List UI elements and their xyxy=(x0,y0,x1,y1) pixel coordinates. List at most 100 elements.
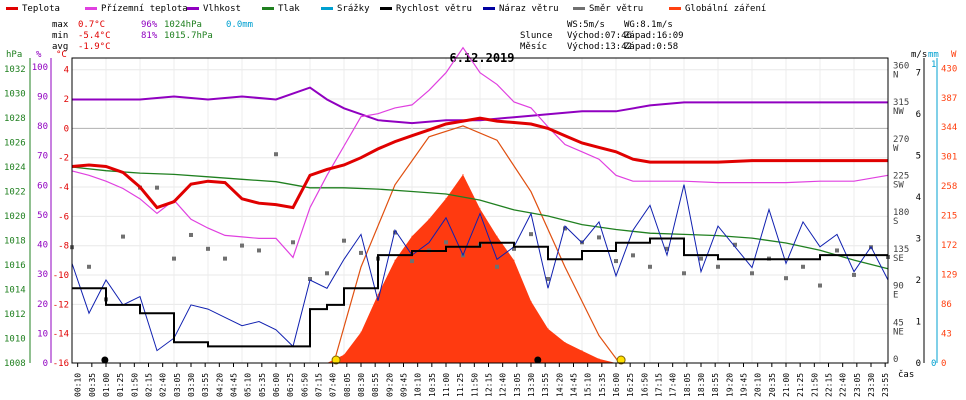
x-tick-label: 11:25 xyxy=(456,373,465,397)
x-tick-label: 09:45 xyxy=(400,373,409,397)
x-tick-label: 18:55 xyxy=(711,373,720,397)
hpa-tick-label: 1016 xyxy=(4,261,26,271)
legend-swatch xyxy=(669,7,681,10)
wind-direction-point xyxy=(342,238,346,243)
legend-label: Vlhkost xyxy=(203,4,241,14)
wind-direction-point xyxy=(852,272,856,277)
radiation-area xyxy=(327,174,616,363)
humidity-tick-label: 0 xyxy=(43,359,48,369)
radiation-point xyxy=(513,259,515,261)
legend: Teplota Přízemní teplota Vlhkost Tlak Sr… xyxy=(6,4,766,14)
stat-min-temp: -5.4°C xyxy=(78,31,111,41)
wind-direction-point xyxy=(648,264,652,269)
x-tick-label: 06:25 xyxy=(286,373,295,397)
legend-item-smer-vetru: Směr větru xyxy=(573,4,643,14)
stat-max-press: 1024hPa xyxy=(164,20,202,30)
legend-swatch xyxy=(187,7,199,10)
direction-tick-name: SW xyxy=(893,181,904,191)
wind-direction-point xyxy=(546,277,550,282)
wind-speed-tick-label: 0 xyxy=(916,359,921,369)
wind-direction-point xyxy=(835,248,839,253)
legend-item-tlak: Tlak xyxy=(262,4,300,14)
x-tick-label: 18:30 xyxy=(697,373,706,397)
wind-direction-point xyxy=(189,232,193,237)
radiation-tick-label: 86 xyxy=(941,300,952,310)
temp-tick-label: -8 xyxy=(58,242,69,252)
radiation-tick-label: 0 xyxy=(941,359,946,369)
wind-direction-point xyxy=(359,250,363,255)
wind-direction-point xyxy=(393,230,397,235)
x-tick-label: 08:55 xyxy=(371,373,380,397)
legend-label: Směr větru xyxy=(589,4,643,14)
x-tick-label: 12:15 xyxy=(485,373,494,397)
radiation-point xyxy=(496,235,498,237)
wind-direction-point xyxy=(665,246,669,251)
x-tick-label: 15:10 xyxy=(584,373,593,397)
sun-set: Západ:16:09 xyxy=(624,31,684,41)
wind-direction-point xyxy=(121,234,125,239)
wind-direction-point xyxy=(631,253,635,258)
moonrise-marker xyxy=(534,356,542,364)
wind-direction-point xyxy=(155,185,159,190)
hpa-tick-label: 1028 xyxy=(4,114,26,124)
x-tick-label: 10:10 xyxy=(414,373,423,397)
pressure-line xyxy=(71,166,889,270)
wind-speed-line xyxy=(72,237,888,348)
hpa-tick-label: 1014 xyxy=(4,286,26,296)
x-tick-label: 01:50 xyxy=(130,373,139,397)
wind-direction-point xyxy=(818,283,822,288)
radiation-point xyxy=(343,354,345,356)
legend-label: Náraz větru xyxy=(499,4,559,14)
wind-direction-point xyxy=(682,271,686,276)
hpa-tick-label: 1032 xyxy=(4,65,26,75)
x-tick-label: 22:40 xyxy=(839,373,848,397)
x-tick-label: 03:55 xyxy=(201,373,210,397)
humidity-tick-label: 90 xyxy=(37,92,48,102)
temp-tick-label: -2 xyxy=(58,154,69,164)
legend-swatch xyxy=(483,7,495,10)
radiation-tick-label: 344 xyxy=(941,123,957,133)
x-tick-label: 02:15 xyxy=(145,373,154,397)
x-tick-label: 21:50 xyxy=(810,373,819,397)
x-tick-label: 11:00 xyxy=(442,373,451,397)
x-tick-label: 07:15 xyxy=(315,373,324,397)
direction-tick-label: 90 xyxy=(893,282,904,292)
stat-avg-label: avg xyxy=(52,42,68,52)
wind-direction-point xyxy=(784,276,788,281)
wind-direction-point xyxy=(597,235,601,240)
legend-swatch xyxy=(380,7,392,10)
x-tick-label: 14:20 xyxy=(555,373,564,397)
wind-direction-point xyxy=(87,264,91,269)
legend-swatch xyxy=(85,7,97,10)
direction-tick-label: 180 xyxy=(893,208,909,218)
temp-tick-label: -16 xyxy=(53,359,69,369)
stats-block: max 0.7°C 96% 1024hPa 0.0mm min -5.4°C 8… xyxy=(52,20,253,52)
legend-label: Přízemní teplota xyxy=(101,4,188,14)
humidity-tick-label: 30 xyxy=(37,270,48,280)
left-axes: 1032103010281026102410221020101810161014… xyxy=(4,58,69,369)
radiation-point xyxy=(547,328,549,330)
temp-tick-label: 0 xyxy=(64,124,69,134)
sun-label: Slunce xyxy=(520,31,553,41)
wind-direction-point xyxy=(308,277,312,282)
radiation-point xyxy=(564,341,566,343)
radiation-point xyxy=(598,358,600,360)
x-tick-label: 02:40 xyxy=(159,373,168,397)
wind-direction-point xyxy=(172,256,176,261)
x-tick-label: 17:40 xyxy=(669,373,678,397)
x-tick-label: 03:05 xyxy=(173,373,182,397)
stat-max-rain: 0.0mm xyxy=(226,20,253,30)
moon-rise: Východ:13:42 xyxy=(567,42,632,52)
direction-tick-name: E xyxy=(893,291,898,301)
legend-item-prizemni-teplota: Přízemní teplota xyxy=(85,4,188,14)
radiation-point xyxy=(462,174,464,176)
wind-speed-tick-label: 5 xyxy=(916,152,921,162)
wind-speed-tick-label: 1 xyxy=(916,318,921,328)
radiation-tick-label: 301 xyxy=(941,153,957,163)
legend-swatch xyxy=(321,7,333,10)
wind-direction-point xyxy=(529,232,533,237)
rain-tick-label: 1 xyxy=(931,60,936,70)
direction-tick-name: NW xyxy=(893,107,904,117)
moonset-marker xyxy=(101,356,109,364)
